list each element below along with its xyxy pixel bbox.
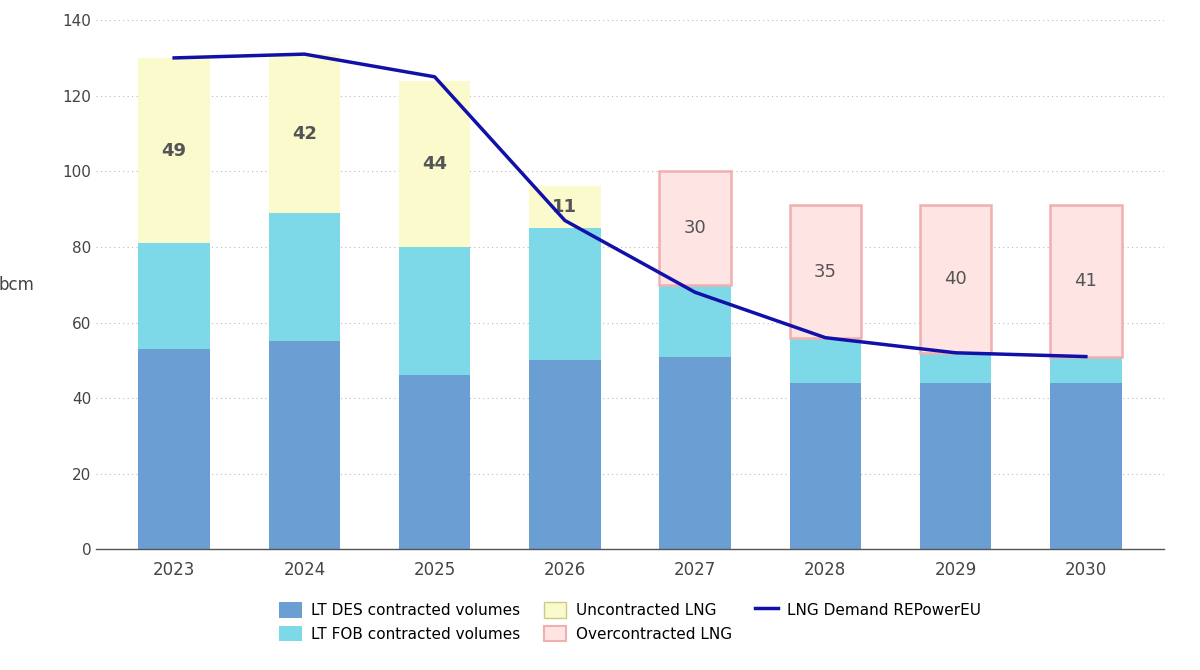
Bar — [398, 247, 470, 375]
Bar — [529, 186, 601, 228]
Text: 11: 11 — [552, 198, 577, 216]
Bar — [398, 80, 470, 247]
Text: 44: 44 — [422, 155, 448, 173]
Bar — [919, 205, 991, 353]
Bar — [269, 54, 341, 213]
Bar — [659, 172, 731, 285]
Bar — [919, 383, 991, 549]
Y-axis label: bcm: bcm — [0, 276, 35, 293]
Bar — [1050, 205, 1122, 383]
Bar — [529, 228, 601, 360]
Text: 40: 40 — [944, 270, 967, 288]
Bar — [919, 205, 991, 383]
Bar — [659, 356, 731, 549]
Bar — [138, 349, 210, 549]
Bar — [790, 205, 862, 338]
Text: 30: 30 — [684, 219, 707, 237]
Bar — [790, 383, 862, 549]
Bar — [529, 360, 601, 549]
Bar — [790, 205, 862, 383]
Bar — [398, 375, 470, 549]
Bar — [269, 342, 341, 549]
Bar — [1050, 383, 1122, 549]
Legend: LT DES contracted volumes, LT FOB contracted volumes, Uncontracted LNG, Overcont: LT DES contracted volumes, LT FOB contra… — [274, 596, 986, 648]
Bar — [138, 243, 210, 349]
Text: 49: 49 — [162, 141, 187, 159]
Bar — [138, 58, 210, 243]
Bar — [269, 213, 341, 342]
Text: 42: 42 — [292, 125, 317, 143]
Bar — [659, 285, 731, 356]
Text: 35: 35 — [814, 263, 836, 281]
Text: 41: 41 — [1074, 272, 1097, 290]
Bar — [1050, 205, 1122, 356]
